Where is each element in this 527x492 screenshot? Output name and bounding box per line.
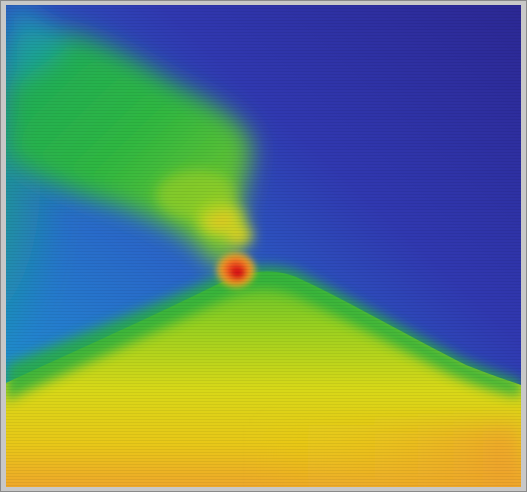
scanline-overlay <box>6 5 521 487</box>
thermal-volcano-image <box>6 5 521 487</box>
thermal-image-canvas <box>6 5 521 487</box>
